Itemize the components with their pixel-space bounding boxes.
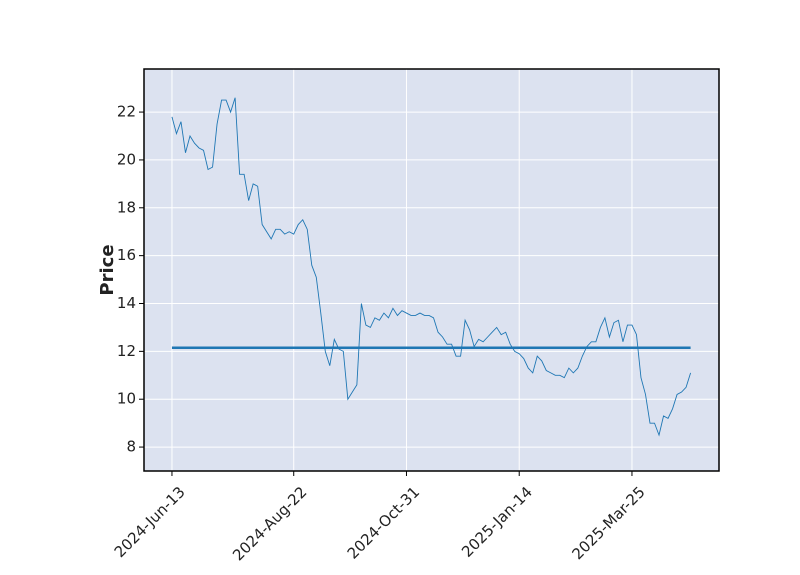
y-tick-label: 18 [117, 198, 136, 216]
y-tick-label: 22 [117, 103, 136, 121]
x-tick-label: 2025-Mar-25 [568, 483, 648, 563]
y-tick-label: 14 [117, 294, 136, 312]
price-line [171, 97, 692, 437]
y-tick-label: 10 [117, 390, 136, 408]
plot-frame [143, 68, 720, 472]
y-tick-label: 16 [117, 246, 136, 264]
x-tick-label: 2024-Aug-22 [229, 483, 310, 564]
y-axis-label: Price [97, 244, 118, 295]
y-tick-label: 20 [117, 150, 136, 168]
x-tick-label: 2025-Jan-14 [458, 483, 536, 561]
y-tick-label: 12 [117, 342, 136, 360]
plot-area [144, 69, 719, 471]
y-tick-label: 8 [126, 438, 136, 456]
x-tick-label: 2024-Jun-13 [111, 483, 189, 561]
x-tick-label: 2024-Oct-31 [344, 483, 424, 563]
